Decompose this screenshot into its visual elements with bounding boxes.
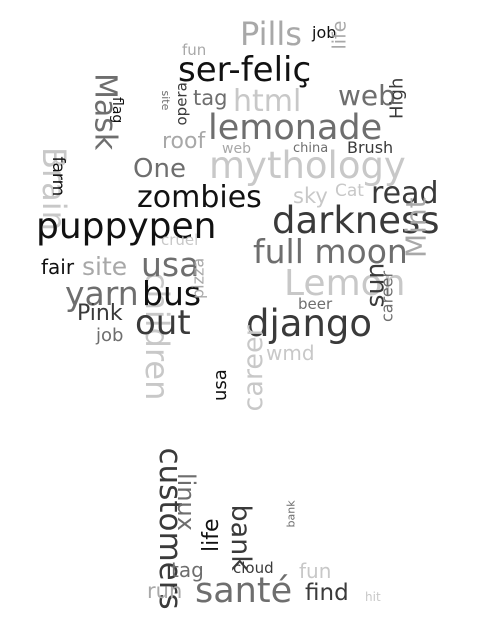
word: bus — [142, 274, 202, 313]
word: yarn — [65, 274, 139, 313]
word: find — [305, 580, 349, 606]
word: career — [377, 270, 397, 322]
word: zombies — [137, 180, 262, 215]
word: Pink — [77, 301, 123, 326]
word: Brush — [347, 138, 394, 157]
word: site — [159, 90, 173, 111]
word: bank — [284, 500, 298, 528]
word: html — [233, 84, 302, 119]
word: lemonade — [208, 108, 383, 148]
word: High — [386, 77, 408, 119]
word: farm — [48, 156, 69, 197]
word: ser-feliç — [178, 50, 312, 90]
word: life — [328, 20, 351, 50]
word: One — [133, 154, 186, 184]
word: cruel — [161, 231, 199, 249]
word: read — [371, 176, 439, 211]
word: fun — [182, 41, 207, 59]
word: Cat — [335, 181, 364, 201]
word: opera — [172, 82, 191, 126]
word: usa — [141, 245, 200, 284]
word: wmd — [266, 341, 315, 365]
word: site — [82, 252, 128, 281]
word: run — [147, 579, 183, 603]
word: life — [199, 518, 225, 552]
word: web — [338, 79, 396, 112]
word: Pills — [240, 15, 302, 53]
word: sky — [293, 184, 328, 208]
word: china — [293, 141, 329, 156]
word: pizza — [188, 257, 208, 299]
word: web — [222, 141, 251, 157]
word: full moon — [253, 232, 408, 271]
word: cloud — [233, 559, 274, 577]
word: puppypen — [36, 206, 217, 247]
word: linux — [172, 473, 201, 531]
word: tag — [193, 86, 228, 110]
word: usa — [210, 369, 232, 401]
word: out — [135, 303, 191, 343]
word: tag — [171, 558, 204, 582]
word: roof — [162, 129, 206, 154]
word: fun — [299, 559, 332, 583]
word: Lemon — [284, 263, 406, 304]
word: flag — [108, 97, 125, 124]
word: hit — [365, 590, 381, 604]
word: job — [312, 23, 337, 42]
word: Mint — [399, 197, 433, 258]
word: beer — [298, 295, 333, 313]
word: job — [96, 325, 124, 346]
word: mythology — [209, 144, 406, 187]
word: career — [237, 325, 269, 412]
word: fair — [41, 255, 75, 279]
word: darkness — [272, 199, 440, 242]
word: santé — [195, 571, 293, 611]
word: django — [246, 302, 373, 345]
